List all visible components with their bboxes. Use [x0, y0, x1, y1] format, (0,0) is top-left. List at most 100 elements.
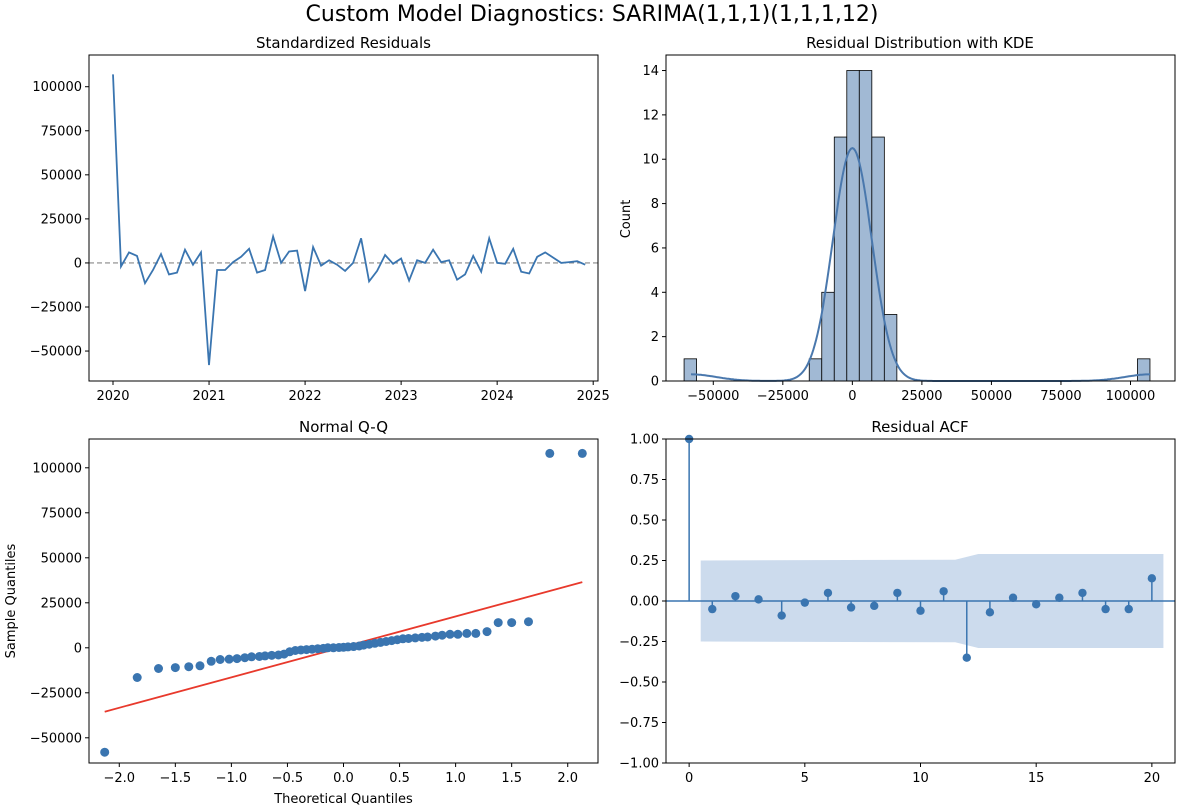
qq-point — [493, 618, 503, 628]
qq-point — [206, 656, 216, 666]
acf-marker — [1055, 593, 1064, 602]
x-tick-label: 1.5 — [501, 771, 522, 786]
qq-point — [170, 663, 180, 673]
x-tick-label: 2024 — [481, 389, 514, 404]
y-tick-label: 75000 — [41, 124, 82, 139]
y-tick-label: −50000 — [30, 345, 82, 360]
acf-panel: Residual ACF 0 5 10 15 20 −1.00 −0.75 −0.50 −0.2… — [619, 418, 1176, 786]
qq-point — [507, 618, 517, 628]
acf-marker — [870, 601, 879, 611]
x-tick-label: 0 — [848, 389, 856, 404]
qq-point — [195, 661, 205, 671]
qq-point — [445, 629, 455, 639]
x-tick-label: 0.5 — [389, 771, 410, 786]
y-tick-label: −0.25 — [619, 635, 659, 650]
y-tick-label: −25000 — [30, 686, 82, 701]
acf-marker — [823, 588, 833, 598]
histogram-bar — [683, 358, 697, 382]
histogram-bar — [808, 358, 823, 382]
plot-frame — [665, 54, 1176, 382]
histogram-bar — [1137, 358, 1151, 382]
panel-title: Normal Q-Q — [299, 418, 388, 436]
figure-title: Custom Model Diagnostics: SARIMA(1,1,1)(… — [305, 2, 879, 27]
x-tick-label: 75000 — [1040, 389, 1081, 404]
y-tick-label: 0 — [651, 375, 659, 390]
x-tick-label: 5 — [801, 771, 809, 786]
acf-marker — [800, 598, 810, 607]
qq-point — [453, 629, 463, 639]
qq-point — [247, 652, 257, 662]
y-tick-label: 25000 — [41, 596, 82, 611]
y-tick-label: −50000 — [30, 731, 82, 746]
panel-title: Residual ACF — [871, 418, 968, 436]
y-tick-label: 12 — [642, 108, 659, 123]
y-tick-label: 0.50 — [630, 514, 659, 529]
x-tick-label: 20 — [1144, 771, 1161, 786]
qq-point — [184, 662, 194, 672]
qq-point — [224, 654, 234, 664]
kde-curve — [690, 147, 1151, 382]
histogram-panel: Residual Distribution with KDE Count −50… — [619, 34, 1176, 404]
qq-panel: Normal Q-Q Theoretical Quantiles Sample … — [4, 418, 599, 807]
y-tick-label: 4 — [651, 286, 659, 301]
qq-point — [437, 630, 447, 640]
qq-point — [577, 448, 587, 458]
y-tick-label: 10 — [642, 153, 659, 168]
x-tick-label: 2022 — [289, 389, 322, 404]
acf-marker — [1008, 593, 1018, 602]
y-tick-label: 0 — [74, 256, 82, 271]
plot-frame — [88, 438, 599, 764]
qq-point — [523, 617, 533, 627]
acf-marker — [962, 653, 971, 662]
qq-point — [482, 627, 492, 637]
x-tick-label: 2020 — [96, 389, 129, 404]
y-tick-label: −1.00 — [619, 757, 659, 772]
acf-marker — [939, 587, 948, 596]
y-tick-label: 1.00 — [630, 433, 659, 448]
acf-marker — [1124, 604, 1133, 614]
x-tick-label: 25000 — [901, 389, 942, 404]
qq-point — [471, 628, 481, 638]
qq-point — [240, 653, 250, 663]
y-axis-label: Sample Quantiles — [4, 543, 19, 658]
acf-marker — [1078, 588, 1087, 598]
histogram-bar — [846, 70, 860, 382]
x-tick-label: 100000 — [1106, 389, 1156, 404]
acf-marker — [916, 606, 925, 615]
acf-marker — [1031, 600, 1041, 609]
panel-title: Standardized Residuals — [256, 34, 431, 52]
qq-point — [410, 633, 420, 643]
qq-point — [100, 747, 110, 757]
y-axis-label: Count — [619, 200, 634, 239]
y-tick-label: 0 — [74, 641, 82, 656]
acf-marker — [846, 603, 856, 612]
plot-frame — [88, 54, 599, 382]
y-tick-label: −25000 — [30, 300, 82, 315]
y-tick-label: 25000 — [41, 212, 82, 227]
y-tick-label: 2 — [651, 330, 659, 345]
y-tick-label: −0.75 — [619, 716, 659, 731]
x-tick-label: 2021 — [193, 389, 226, 404]
y-tick-label: 0.00 — [630, 595, 659, 610]
x-tick-label: −50000 — [687, 389, 739, 404]
qq-point — [154, 664, 164, 673]
x-tick-label: 2.0 — [557, 771, 578, 786]
y-tick-label: 50000 — [41, 551, 82, 566]
x-tick-label: 15 — [1028, 771, 1045, 786]
x-tick-label: 0 — [685, 771, 693, 786]
y-tick-label: 100000 — [32, 461, 82, 476]
x-tick-label: 2023 — [385, 389, 418, 404]
x-tick-label: 50000 — [971, 389, 1012, 404]
histogram-bar — [833, 136, 848, 382]
qq-point — [404, 633, 414, 643]
acf-marker — [777, 611, 786, 620]
acf-marker — [708, 604, 717, 614]
y-tick-label: 0.25 — [630, 554, 659, 569]
y-tick-label: 50000 — [41, 168, 82, 183]
y-tick-label: 14 — [642, 64, 659, 79]
residual-series-line — [112, 74, 586, 366]
x-tick-label: 1.0 — [445, 771, 466, 786]
x-tick-label: −0.5 — [272, 771, 304, 786]
qq-point — [423, 632, 433, 642]
qq-point — [132, 673, 142, 682]
